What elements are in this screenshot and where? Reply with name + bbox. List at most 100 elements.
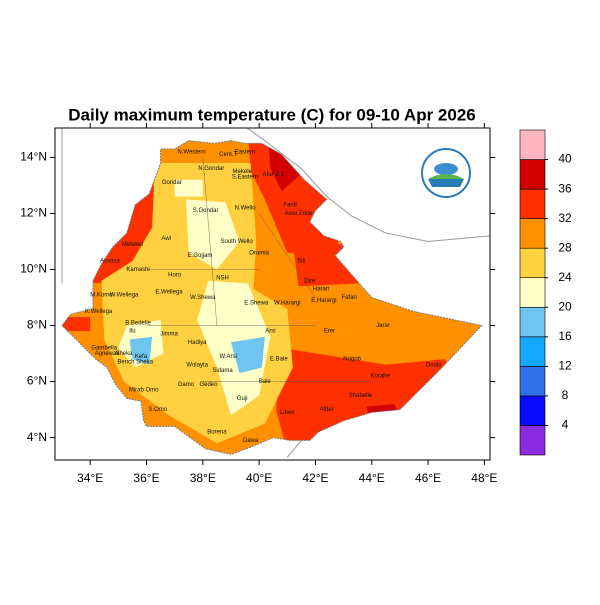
region-label: Erer bbox=[324, 329, 335, 335]
region-label: Liben bbox=[280, 410, 295, 416]
region-label: E.Shewa bbox=[244, 301, 269, 307]
temperature-zone bbox=[231, 336, 265, 374]
region-label: Hadiya bbox=[188, 340, 207, 346]
map-title: Daily maximum temperature (C) for 09-10 … bbox=[68, 105, 476, 124]
colorbar-swatch bbox=[519, 218, 546, 249]
x-tick-label: 38°E bbox=[190, 471, 216, 485]
colorbar-swatch bbox=[519, 159, 546, 190]
border bbox=[286, 440, 302, 458]
x-tick-label: 46°E bbox=[415, 471, 441, 485]
region-label: B.Bedelle bbox=[125, 320, 151, 326]
region-label: Fafan bbox=[342, 295, 357, 301]
region-label: Harari bbox=[313, 287, 329, 293]
region-label: W.Arsi bbox=[219, 354, 236, 360]
region-label: Gondar bbox=[162, 180, 182, 186]
colorbar-swatch bbox=[519, 247, 546, 279]
region-label: Gedeo bbox=[199, 382, 218, 388]
x-tick-label: 34°E bbox=[77, 471, 103, 485]
region-label: N.Gondar bbox=[198, 166, 224, 172]
region-label: Wolayta bbox=[186, 362, 208, 368]
region-label: Sidama bbox=[212, 368, 233, 374]
x-tick-label: 44°E bbox=[359, 471, 385, 485]
region-label: E.Gojjam bbox=[188, 253, 213, 259]
region-label: Fanti bbox=[283, 203, 296, 209]
region-label: S.Gondar bbox=[193, 208, 219, 214]
region-label: Afder bbox=[320, 407, 334, 413]
y-tick-label: 4°N bbox=[27, 430, 47, 444]
x-tick-label: 36°E bbox=[133, 471, 159, 485]
region-label: Doolo bbox=[426, 362, 442, 368]
logo bbox=[421, 148, 471, 198]
colorbar-label: 36 bbox=[558, 181, 572, 195]
colorbar-label: 20 bbox=[558, 299, 572, 313]
y-tick-label: 12°N bbox=[20, 206, 47, 220]
colorbar-swatch bbox=[519, 129, 546, 160]
region-label: Sheka bbox=[115, 351, 133, 357]
coastline bbox=[246, 128, 490, 242]
colorbar-swatch bbox=[519, 188, 546, 219]
region-label: Arsi bbox=[265, 329, 275, 335]
region-label: Jarar bbox=[376, 323, 390, 329]
y-tick-label: 10°N bbox=[20, 262, 47, 276]
x-tick-label: 42°E bbox=[302, 471, 328, 485]
region-label: Gambella bbox=[91, 346, 117, 352]
region-label: Horo bbox=[168, 273, 182, 279]
region-label: Cent.T bbox=[219, 152, 237, 158]
colorbar-swatch bbox=[519, 277, 546, 308]
region-label: Siti bbox=[297, 259, 305, 265]
colorbar-label: 28 bbox=[558, 240, 572, 254]
colorbar-swatch bbox=[519, 306, 546, 338]
region-label: N.Western bbox=[177, 149, 205, 155]
region-label: Dawa bbox=[243, 438, 259, 444]
region-label: E.Bale bbox=[270, 357, 288, 363]
region-label: W.Shewa bbox=[190, 295, 216, 301]
region-label: Mirab Omo bbox=[129, 388, 159, 394]
region-label: Bale bbox=[259, 379, 272, 385]
region-label: E.Wellega bbox=[155, 289, 183, 295]
temperature-zone bbox=[292, 244, 358, 287]
colorbar-label: 40 bbox=[558, 152, 572, 166]
region-label: Bench Sheka bbox=[117, 360, 153, 366]
temperature-zone bbox=[185, 199, 240, 270]
colorbar-swatch bbox=[519, 366, 546, 397]
region-label: S.Omo bbox=[148, 407, 167, 413]
region-label: Kefa bbox=[135, 354, 148, 360]
region-label: Agnewak bbox=[95, 351, 121, 357]
country-outline bbox=[61, 140, 483, 455]
colorbar-label: 12 bbox=[558, 359, 572, 373]
colorbar-label: 8 bbox=[562, 388, 569, 402]
region-label: Ilu bbox=[129, 329, 135, 335]
region-label: Dire bbox=[304, 278, 316, 284]
colorbar-label: 32 bbox=[558, 211, 572, 225]
region-label: Korahe bbox=[371, 374, 391, 380]
x-tick-label: 40°E bbox=[246, 471, 272, 485]
region-label: South Wello bbox=[220, 239, 253, 245]
region-label: Jimma bbox=[160, 332, 178, 338]
colorbar-swatch bbox=[519, 336, 546, 367]
temperature-zone bbox=[174, 179, 203, 197]
colorbar-label: 16 bbox=[558, 329, 572, 343]
region-label: Guji bbox=[237, 396, 248, 402]
colorbar-swatch bbox=[519, 425, 546, 456]
region-label: Assosa bbox=[100, 259, 120, 265]
region-label: Oromia bbox=[249, 250, 269, 256]
region-label: W.Harargi bbox=[274, 301, 301, 307]
admin-boundary bbox=[258, 213, 316, 298]
admin-boundary bbox=[202, 157, 218, 326]
temperature-zone bbox=[129, 336, 153, 365]
region-label: Afar Z.1 bbox=[263, 172, 285, 178]
region-label: NSH bbox=[216, 275, 229, 281]
region-label: M.Komo bbox=[90, 292, 113, 298]
region-label: E.Harargi bbox=[311, 298, 336, 304]
x-tick-label: 48°E bbox=[471, 471, 497, 485]
region-label: Shabelle bbox=[349, 393, 373, 399]
region-label: Awi bbox=[161, 236, 171, 242]
region-label: Kamashi bbox=[126, 267, 149, 273]
colorbar-label: 4 bbox=[562, 418, 569, 432]
y-tick-label: 8°N bbox=[27, 318, 47, 332]
y-tick-label: 14°N bbox=[20, 150, 47, 164]
temperature-zone bbox=[62, 317, 91, 332]
region-label: Eastern bbox=[235, 149, 256, 155]
region-label: Metekel bbox=[122, 242, 143, 248]
